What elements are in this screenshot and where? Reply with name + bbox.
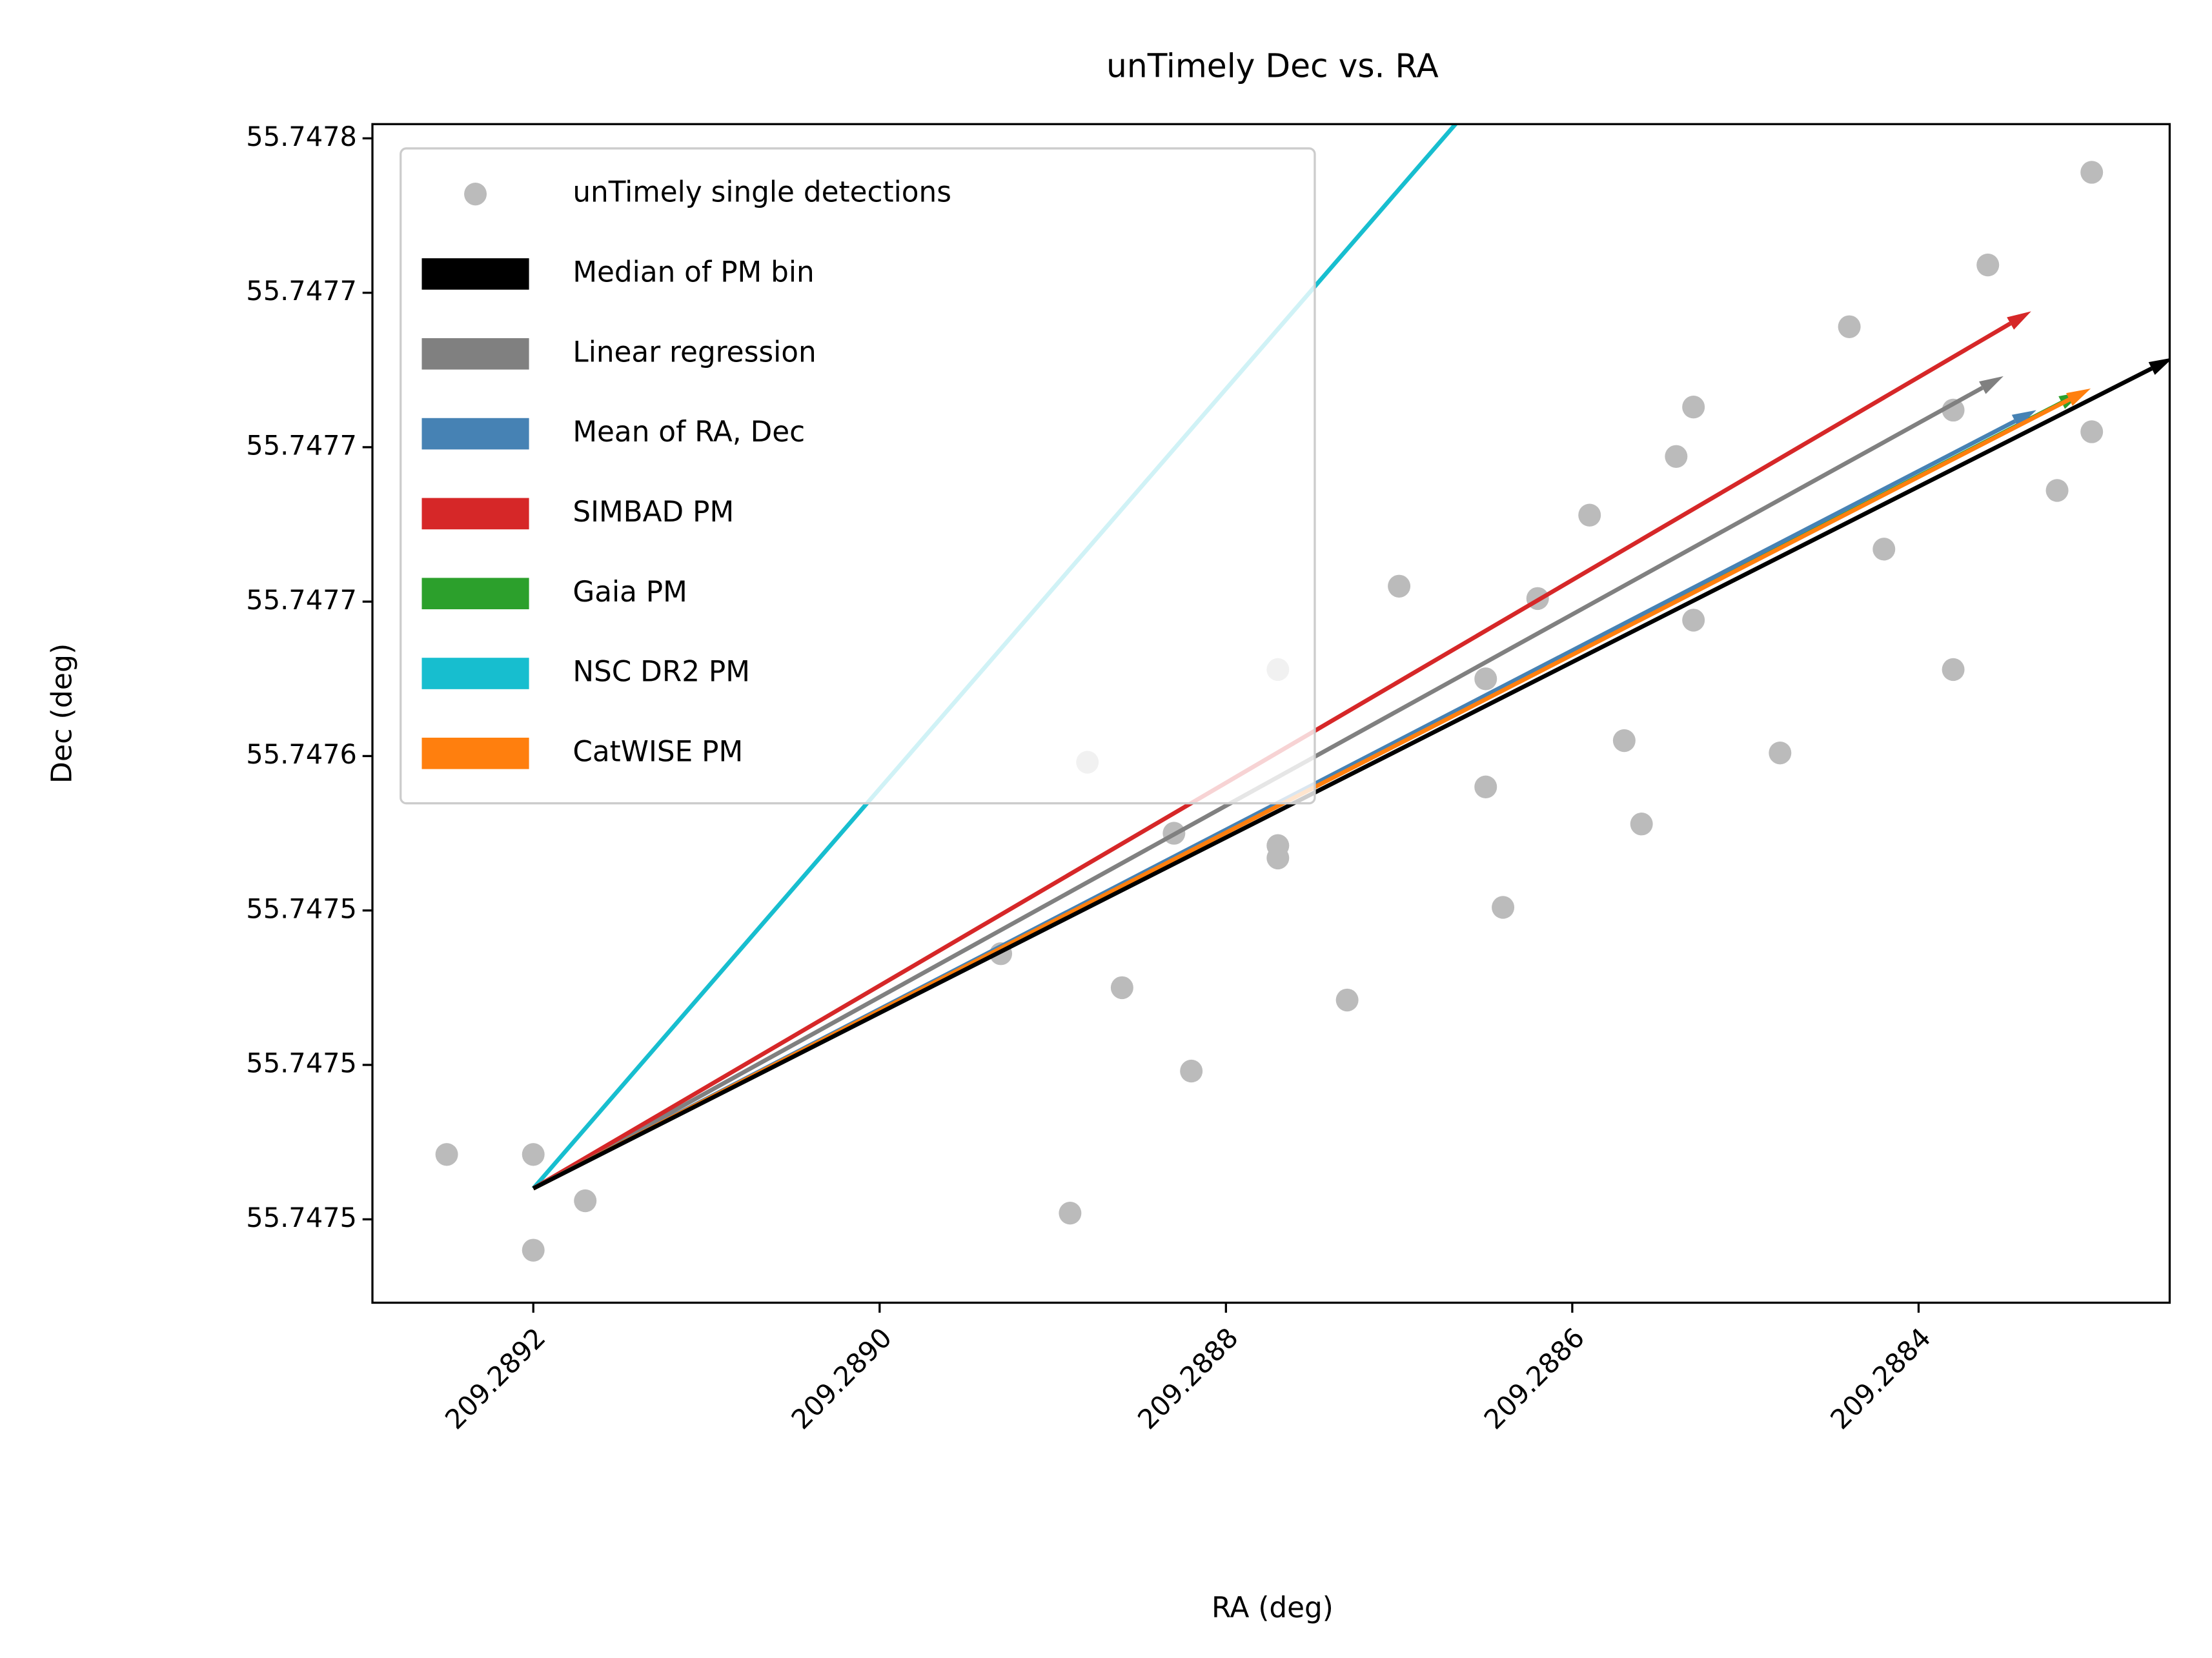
arrowhead	[2007, 311, 2031, 330]
legend-swatch	[421, 498, 529, 530]
detection-point	[1059, 1202, 1082, 1225]
detection-point	[2080, 420, 2104, 443]
detection-point	[1388, 574, 1411, 598]
y-tick-label: 55.7475	[246, 1047, 357, 1078]
legend-label: Median of PM bin	[573, 256, 814, 288]
detection-point	[1578, 503, 1601, 527]
detection-point	[2045, 479, 2069, 502]
legend-swatch	[421, 738, 529, 769]
x-axis-label: RA (deg)	[1212, 1592, 1334, 1624]
y-tick-label: 55.7475	[246, 1202, 357, 1233]
detection-point	[435, 1143, 458, 1166]
axes-frame	[371, 123, 2171, 1304]
detection-point	[1682, 609, 1705, 632]
detection-point	[1630, 813, 1653, 836]
detection-point	[1492, 896, 1515, 919]
detection-point	[1665, 445, 1688, 468]
detection-point	[1266, 846, 1290, 870]
detection-point	[1838, 315, 1861, 338]
legend-label: Linear regression	[573, 336, 816, 369]
detection-point	[1474, 775, 1497, 799]
y-tick-label: 55.7477	[246, 584, 357, 616]
y-tick-label: 55.7475	[246, 893, 357, 924]
legend-label: CatWISE PM	[573, 735, 743, 768]
chart-title: unTimely Dec vs. RA	[1106, 46, 1439, 85]
detection-point	[1180, 1059, 1203, 1083]
legend-label: NSC DR2 PM	[573, 655, 750, 688]
legend-label: SIMBAD PM	[573, 496, 734, 529]
detection-point	[1942, 658, 1965, 682]
y-tick-label: 55.7476	[246, 738, 357, 770]
detection-point	[1976, 253, 2000, 277]
arrowhead	[2066, 388, 2091, 406]
detection-point	[1942, 398, 1965, 422]
legend-swatch	[421, 418, 529, 450]
arrowhead	[2011, 410, 2036, 428]
detection-point	[2080, 161, 2104, 184]
detection-point	[522, 1238, 545, 1262]
arrowhead	[2148, 358, 2170, 375]
legend: unTimely single detections Median of PM b…	[400, 147, 1316, 805]
detection-point	[574, 1189, 597, 1213]
detection-point	[1474, 667, 1497, 691]
y-axis-label: Dec (deg)	[46, 643, 79, 784]
legend-swatch	[421, 338, 529, 370]
detection-point	[522, 1143, 545, 1166]
y-tick-label: 55.7478	[246, 121, 357, 152]
legend-label: Gaia PM	[573, 576, 687, 609]
detection-point	[1612, 729, 1636, 753]
y-tick-label: 55.7477	[246, 429, 357, 461]
detection-point	[1110, 976, 1133, 1000]
legend-label: unTimely single detections	[573, 176, 951, 209]
detection-point	[1335, 988, 1359, 1012]
detection-point	[1872, 538, 1896, 561]
detection-point	[1682, 396, 1705, 419]
legend-swatch	[421, 578, 529, 610]
pm-arrow	[532, 366, 2153, 1191]
legend-swatch	[421, 258, 529, 290]
detection-point	[1769, 741, 1792, 765]
legend-label: Mean of RA, Dec	[573, 416, 805, 449]
legend-swatch	[421, 658, 529, 689]
arrowhead	[1979, 376, 2004, 394]
legend-box	[400, 147, 1316, 805]
y-tick-label: 55.7477	[246, 275, 357, 307]
legend-marker	[464, 182, 487, 206]
